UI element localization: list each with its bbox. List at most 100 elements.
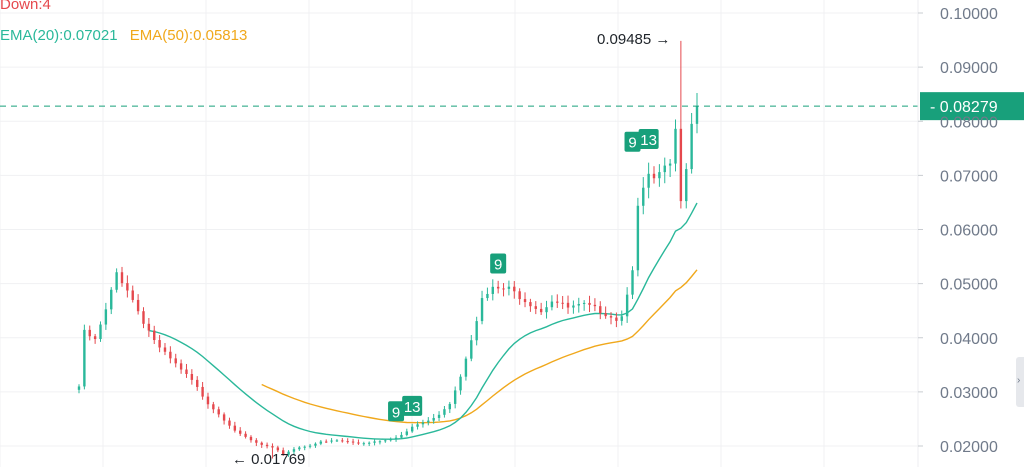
candle-body [507,286,511,289]
candle-body [131,290,134,300]
grid-lines [0,0,918,467]
candle-body [239,430,242,434]
candle-body [276,447,280,451]
candle-body [513,286,516,292]
candle-body [217,409,220,415]
candle-body [271,446,274,448]
axis-tick-label: 0.07000 [940,168,998,185]
candle-body [222,414,226,421]
candle-body [685,169,688,202]
candle-body [228,420,231,426]
candle-body [153,330,156,341]
current-price-line: - 0.08279 [0,92,1024,121]
candle-body [260,442,263,445]
candle-body [249,436,253,441]
candle-body [341,440,344,442]
candle-body [674,128,677,164]
candle-body [502,288,505,290]
signal-marker-label: 13 [640,132,657,149]
candle-body [357,442,360,444]
ema-legend: EMA(20):0.07021 EMA(50):0.05813 [0,27,247,44]
current-price-tag-text: - 0.08279 [930,99,998,116]
candle-body [470,340,473,359]
signal-marker-box [490,253,507,274]
candle-body [620,316,623,321]
candle-body [464,358,468,377]
signal-marker-box [402,395,423,416]
candle-body [572,305,575,308]
candle-body [577,303,580,306]
candle-body [615,317,618,321]
chevron-right-icon: › [1017,375,1021,386]
candle-body [604,313,607,317]
candle-body [99,324,102,340]
candle-body [185,369,188,375]
candle-body [690,123,693,170]
candle-body [169,351,172,359]
signal-marker-label: 13 [404,399,421,416]
candle-body [325,441,328,443]
candle-body [410,426,414,432]
candle-body [416,424,419,427]
candle-body [265,444,269,447]
candle-body [244,433,247,437]
candle-body [120,272,124,284]
candle-body [545,307,548,313]
candle-body [196,379,199,387]
candle-body [668,163,672,166]
candle-body [174,358,177,364]
ema50-line [261,269,698,424]
candle-body [529,302,532,307]
candle-body [453,390,457,404]
price-axis[interactable]: 0.10000 0.09000 0.08000 0.07000 0.06000 0.050… [917,0,998,467]
candle-body [206,396,210,405]
candle-body [389,438,392,441]
candle-body [308,445,312,447]
candle-body [233,425,237,431]
axis-tick-label: 0.09000 [940,60,998,77]
candle-body [400,434,403,438]
candle-body [609,316,613,318]
candle-body [319,441,323,444]
candle-body [83,329,86,387]
candle-body [652,173,656,179]
candle-body [679,128,683,202]
candle-body [104,309,108,325]
candle-body [362,443,366,445]
candle-body [255,440,258,443]
candle-body [136,299,140,312]
axis-tick-label: 0.02000 [940,439,998,456]
signal-markers: 99 139 13 [388,129,659,422]
candle-body [314,443,317,446]
candle-body [405,431,409,435]
down-count-legend: Down:4 [0,0,51,13]
candle-body [566,302,570,308]
axis-collapse-handle[interactable]: › [1016,357,1024,407]
candle-body [163,347,167,352]
candle-body [147,323,151,331]
ema20-legend: EMA(20):0.07021 [0,27,118,44]
axis-tick-label: 0.05000 [940,277,998,294]
low-price-label: ← 0.01769 [232,451,305,467]
axis-tick-label: 0.06000 [940,223,998,240]
candle-body [201,386,204,397]
candle-body [330,440,333,442]
candle-body [658,172,661,179]
candle-body [550,301,554,308]
candle-body [384,440,387,442]
axis-tick-label: 0.04000 [940,331,998,348]
candle-body [190,374,194,380]
candle-body [142,311,145,324]
candle-body [582,302,586,304]
candle-body [636,205,640,271]
candle-body [179,363,183,370]
candle-body [448,403,451,410]
candle-body [599,306,602,314]
candle-body [459,376,462,391]
axis-tick-label: 0.03000 [940,385,998,402]
candle-body [373,441,376,443]
candle-body [593,304,597,307]
candle-body [298,447,301,450]
